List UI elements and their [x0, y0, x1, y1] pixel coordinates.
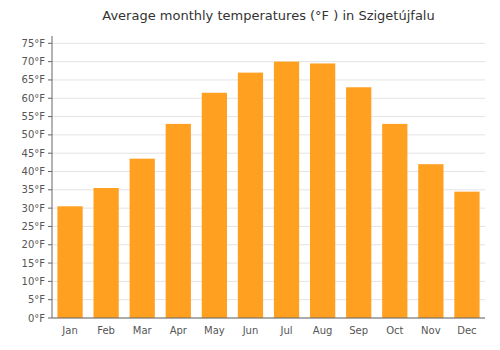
bar	[238, 73, 263, 318]
y-tick	[48, 208, 52, 209]
x-tick-label: May	[204, 325, 225, 336]
y-tick	[48, 116, 52, 117]
x-tick-label: Feb	[97, 325, 115, 336]
bar	[346, 87, 371, 318]
y-tick	[48, 61, 52, 62]
bar	[310, 63, 335, 318]
bar	[93, 188, 118, 318]
grid-line	[52, 134, 485, 135]
x-tick-label: Oct	[386, 325, 403, 336]
bar	[454, 192, 479, 318]
grid-line	[52, 153, 485, 154]
x-tick-label: Sep	[349, 325, 368, 336]
y-tick-label: 10°F	[22, 276, 46, 287]
y-tick	[48, 226, 52, 227]
grid-line	[52, 98, 485, 99]
grid-line	[52, 79, 485, 80]
y-tick	[48, 263, 52, 264]
y-tick-label: 15°F	[22, 258, 46, 269]
y-tick	[48, 98, 52, 99]
y-tick	[48, 43, 52, 44]
y-tick-label: 75°F	[22, 38, 46, 49]
y-tick	[48, 134, 52, 135]
y-tick-label: 45°F	[22, 148, 46, 159]
y-tick	[48, 171, 52, 172]
y-tick-label: 35°F	[22, 184, 46, 195]
y-tick-label: 5°F	[28, 294, 45, 305]
x-tick-label: Jun	[242, 325, 259, 336]
y-tick	[48, 244, 52, 245]
y-tick	[48, 318, 52, 319]
x-tick-label: Aug	[313, 325, 333, 336]
chart: Average monthly temperatures (°F ) in Sz…	[0, 0, 500, 350]
bar	[382, 124, 407, 318]
title: Average monthly temperatures (°F ) in Sz…	[102, 8, 434, 23]
y-tick-label: 0°F	[28, 313, 45, 324]
bars	[57, 62, 479, 318]
grid-line	[52, 43, 485, 44]
bar	[166, 124, 191, 318]
y-tick-label: 60°F	[22, 93, 46, 104]
grid-line	[52, 116, 485, 117]
bar	[130, 159, 155, 318]
y-tick-label: 30°F	[22, 203, 46, 214]
y-tick	[48, 79, 52, 80]
x-tick-label: Mar	[133, 325, 153, 336]
bar	[418, 164, 443, 318]
y-axis	[52, 36, 53, 318]
y-tick-label: 40°F	[22, 166, 46, 177]
x-tick-label: Apr	[170, 325, 188, 336]
grid-line	[52, 318, 485, 319]
y-tick	[48, 281, 52, 282]
bar	[274, 62, 299, 318]
y-tick-label: 65°F	[22, 74, 46, 85]
y-tick	[48, 299, 52, 300]
x-tick-label: Jul	[280, 325, 293, 336]
y-tick	[48, 189, 52, 190]
grid	[52, 43, 485, 318]
x-tick-label: Dec	[457, 325, 476, 336]
y-tick-label: 50°F	[22, 129, 46, 140]
bar	[202, 93, 227, 318]
grid-line	[52, 61, 485, 62]
y-tick-label: 55°F	[22, 111, 46, 122]
y-tick-label: 25°F	[22, 221, 46, 232]
y-tick-label: 70°F	[22, 56, 46, 67]
x-tick-label: Nov	[421, 325, 441, 336]
bar	[57, 206, 82, 318]
x-axis	[52, 318, 485, 319]
y-tick	[48, 153, 52, 154]
y-tick-label: 20°F	[22, 239, 46, 250]
x-tick-label: Jan	[61, 325, 77, 336]
